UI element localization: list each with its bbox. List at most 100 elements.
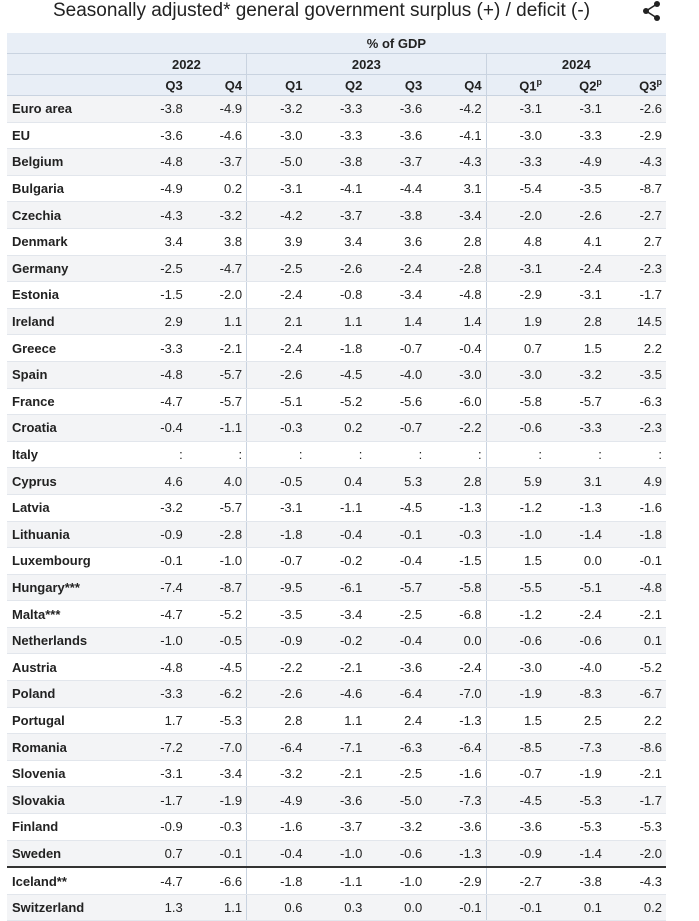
table-cell: -0.4 — [246, 840, 307, 868]
table-cell: -3.5 — [246, 600, 307, 628]
table-cell: -0.8 — [306, 281, 367, 309]
table-cell: -4.2 — [246, 201, 307, 229]
table-cell: -4.8 — [126, 653, 187, 682]
table-cell: -1.0 — [186, 547, 248, 575]
table-cell: -2.8 — [426, 255, 487, 283]
table-cell: -2.4 — [426, 653, 487, 682]
row-label: Slovenia — [7, 760, 127, 788]
table-cell: -5.1 — [246, 388, 307, 416]
table-cell: -4.4 — [366, 175, 427, 203]
table-cell: -3.3 — [546, 414, 606, 442]
table-cell: -3.2 — [126, 494, 187, 522]
table-cell: -0.1 — [426, 894, 487, 921]
table-cell: 4.6 — [126, 467, 187, 495]
table-cell: -3.4 — [186, 760, 248, 788]
table-cell: 3.8 — [186, 228, 248, 256]
table-cell: -2.5 — [366, 600, 427, 628]
table-cell: 0.1 — [546, 894, 606, 921]
table-cell: -6.0 — [426, 388, 487, 416]
table-cell: -0.3 — [186, 813, 248, 841]
table-cell: -3.0 — [486, 122, 547, 150]
table-cell: -1.5 — [426, 547, 487, 575]
table-cell: -3.8 — [366, 201, 427, 229]
table-cell: -1.6 — [426, 760, 487, 788]
table-cell: 4.0 — [186, 467, 248, 495]
header-blank — [7, 74, 127, 96]
table-cell: -2.4 — [246, 281, 307, 309]
table-cell: -1.8 — [605, 521, 666, 549]
table-cell: -3.6 — [486, 813, 547, 841]
table-cell: 0.4 — [306, 467, 367, 495]
table-cell: -0.9 — [246, 627, 307, 655]
table-cell: -2.4 — [546, 600, 606, 628]
table-cell: 3.4 — [306, 228, 367, 256]
table-cell: -3.7 — [186, 148, 248, 176]
table-cell: -3.0 — [486, 361, 547, 389]
table-cell: 1.4 — [366, 308, 427, 336]
table-cell: -7.3 — [426, 786, 487, 815]
table-cell: -3.2 — [246, 760, 307, 788]
table-cell: -5.3 — [186, 707, 248, 735]
table-cell: : — [486, 441, 547, 469]
table-cell: -0.2 — [306, 627, 367, 655]
row-label: Denmark — [7, 228, 127, 256]
table-cell: 1.9 — [486, 308, 547, 336]
table-cell: 0.3 — [306, 894, 367, 921]
table-cell: -4.7 — [126, 600, 187, 628]
table-cell: -2.7 — [605, 201, 666, 229]
table-cell: -3.3 — [486, 148, 547, 176]
table-cell: : — [605, 441, 666, 469]
table-cell: -2.1 — [605, 600, 666, 628]
row-label: Romania — [7, 733, 127, 761]
row-label: Austria — [7, 653, 127, 682]
table-cell: -2.0 — [605, 840, 666, 868]
table-cell: 1.5 — [546, 334, 606, 362]
table-cell: 0.7 — [486, 334, 547, 362]
unit-header: % of GDP — [126, 33, 666, 54]
table-cell: -0.6 — [486, 627, 547, 655]
row-label: Euro area — [7, 95, 127, 123]
table-cell: -4.8 — [605, 574, 666, 602]
table-cell: -2.2 — [246, 653, 307, 682]
table-cell: 3.1 — [426, 175, 487, 203]
table-cell: 2.4 — [366, 707, 427, 735]
table-cell: 1.1 — [186, 894, 248, 921]
year-header: 2022 — [126, 53, 248, 75]
share-icon[interactable] — [641, 0, 663, 22]
quarter-header: Q2 — [306, 74, 367, 96]
quarter-header-row: Q3 Q4 Q1 Q2 Q3 Q4 Q1p Q2p Q3p — [7, 74, 666, 96]
table-cell: 1.1 — [306, 707, 367, 735]
table-cell: -1.7 — [605, 786, 666, 815]
table-cell: -0.7 — [486, 760, 547, 788]
quarter-header: Q2p — [546, 74, 606, 96]
table-cell: -0.6 — [486, 414, 547, 442]
provisional-marker: p — [536, 76, 543, 87]
table-cell: -0.4 — [366, 547, 427, 575]
table-row: Euro area -3.8 -4.9 -3.2 -3.3 -3.6 -4.2 -3.1 -3.… — [7, 95, 666, 123]
table-cell: -2.1 — [306, 653, 367, 682]
table-cell: -7.3 — [546, 733, 606, 761]
table-cell: 1.7 — [126, 707, 187, 735]
table-cell: -3.7 — [306, 813, 367, 841]
table-cell: -0.7 — [366, 414, 427, 442]
table-cell: 0.1 — [605, 627, 666, 655]
table-cell: -1.2 — [486, 600, 547, 628]
table-cell: 2.9 — [126, 308, 187, 336]
row-label: Luxembourg — [7, 547, 127, 575]
table-cell: -0.5 — [246, 467, 307, 495]
table-cell: -3.4 — [306, 600, 367, 628]
table-cell: -1.3 — [426, 494, 487, 522]
table-row: Germany -2.5 -4.7 -2.5 -2.6 -2.4 -2.8 -3.1 -2.4-… — [7, 255, 666, 283]
table-cell: 2.7 — [605, 228, 666, 256]
table-cell: -6.4 — [366, 680, 427, 708]
table-cell: -3.6 — [366, 122, 427, 150]
table-row: Iceland** -4.7 -6.6 -1.8 -1.1 -1.0 -2.9 -2.7 -3.… — [7, 866, 666, 895]
table-cell: -2.5 — [366, 760, 427, 788]
table-cell: : — [306, 441, 367, 469]
table-cell: -3.8 — [306, 148, 367, 176]
quarter-header: Q1 — [246, 74, 307, 96]
table-row: Luxembourg -0.1 -1.0 -0.7 -0.2 -0.4 -1.5 1.5 0.0… — [7, 547, 666, 575]
table-cell: -0.7 — [366, 334, 427, 362]
table-cell: -1.8 — [306, 334, 367, 362]
table-cell: -8.3 — [546, 680, 606, 708]
